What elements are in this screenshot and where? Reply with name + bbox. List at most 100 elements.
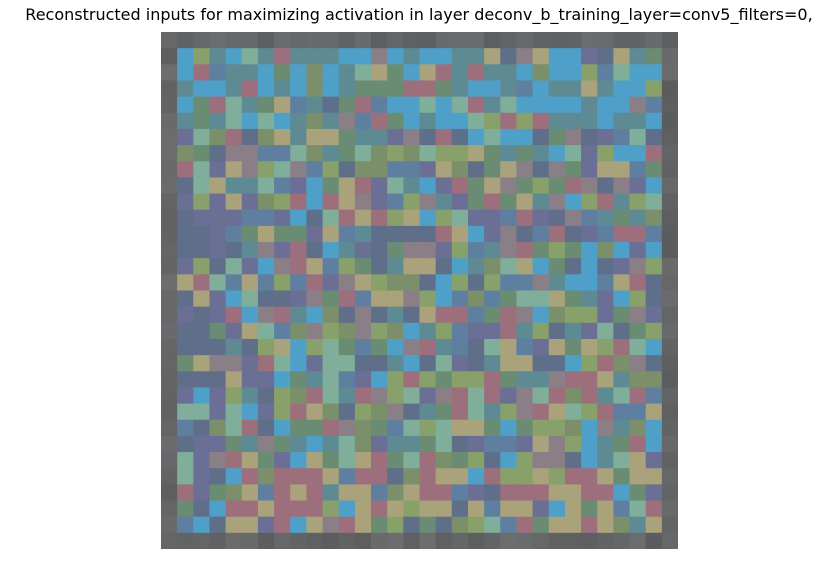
image-pixel xyxy=(354,177,372,195)
image-pixel xyxy=(500,387,517,405)
image-pixel xyxy=(516,532,534,549)
image-pixel xyxy=(645,532,663,549)
image-pixel xyxy=(500,355,517,372)
image-pixel xyxy=(613,500,631,518)
image-pixel xyxy=(177,371,194,388)
image-pixel xyxy=(322,242,340,259)
image-pixel xyxy=(241,322,259,340)
image-pixel xyxy=(564,32,582,49)
image-pixel xyxy=(451,290,469,308)
image-pixel xyxy=(629,306,647,324)
image-pixel xyxy=(193,532,210,549)
image-pixel xyxy=(193,306,210,324)
image-pixel xyxy=(257,225,275,243)
image-pixel xyxy=(257,258,275,275)
image-pixel xyxy=(177,419,194,437)
image-pixel xyxy=(225,290,243,308)
image-pixel xyxy=(257,80,275,98)
image-pixel xyxy=(371,484,388,502)
image-pixel xyxy=(241,242,259,259)
image-pixel xyxy=(177,274,194,291)
image-pixel xyxy=(532,371,550,388)
image-pixel xyxy=(581,452,598,469)
image-pixel xyxy=(193,242,210,259)
image-pixel xyxy=(387,419,404,437)
image-pixel xyxy=(322,371,340,388)
image-pixel xyxy=(645,242,663,259)
image-pixel xyxy=(661,484,678,502)
image-pixel xyxy=(274,355,291,372)
image-pixel xyxy=(419,64,437,81)
image-pixel xyxy=(467,516,485,534)
image-pixel xyxy=(177,145,194,162)
image-pixel xyxy=(241,225,259,243)
image-pixel xyxy=(193,338,210,356)
image-pixel xyxy=(629,322,647,340)
image-pixel xyxy=(290,306,307,324)
image-pixel xyxy=(161,419,178,437)
image-pixel xyxy=(338,338,356,356)
image-pixel xyxy=(419,403,437,421)
image-pixel xyxy=(387,290,404,308)
image-pixel xyxy=(241,274,259,291)
image-pixel xyxy=(354,435,372,453)
image-pixel xyxy=(257,306,275,324)
image-pixel xyxy=(290,468,307,485)
image-pixel xyxy=(290,274,307,291)
image-pixel xyxy=(274,500,291,518)
image-pixel xyxy=(581,193,598,211)
image-pixel xyxy=(548,258,566,275)
image-pixel xyxy=(581,225,598,243)
image-pixel xyxy=(403,322,420,340)
image-pixel xyxy=(371,322,388,340)
image-pixel xyxy=(338,161,356,178)
image-pixel xyxy=(274,96,291,114)
image-pixel xyxy=(564,225,582,243)
image-pixel xyxy=(435,161,453,178)
image-pixel xyxy=(484,468,501,485)
image-pixel xyxy=(451,532,469,549)
image-pixel xyxy=(516,355,534,372)
image-pixel xyxy=(161,128,178,146)
image-pixel xyxy=(467,306,485,324)
image-pixel xyxy=(371,177,388,195)
image-pixel xyxy=(564,48,582,65)
image-pixel xyxy=(564,468,582,485)
image-pixel xyxy=(532,290,550,308)
image-pixel xyxy=(338,258,356,275)
image-pixel xyxy=(177,96,194,114)
image-pixel xyxy=(597,387,614,405)
image-pixel xyxy=(532,193,550,211)
image-pixel xyxy=(387,161,404,178)
image-pixel xyxy=(451,274,469,291)
image-pixel xyxy=(338,242,356,259)
image-pixel xyxy=(306,468,324,485)
image-pixel xyxy=(371,274,388,291)
image-pixel xyxy=(161,258,178,275)
image-pixel xyxy=(403,112,420,130)
image-pixel xyxy=(161,452,178,469)
image-pixel xyxy=(371,242,388,259)
image-pixel xyxy=(225,452,243,469)
image-pixel xyxy=(225,32,243,49)
image-pixel xyxy=(403,225,420,243)
image-pixel xyxy=(403,484,420,502)
image-pixel xyxy=(177,193,194,211)
image-pixel xyxy=(661,209,678,227)
image-pixel xyxy=(403,290,420,308)
image-pixel xyxy=(435,322,453,340)
image-pixel xyxy=(581,355,598,372)
image-pixel xyxy=(532,96,550,114)
image-pixel xyxy=(257,435,275,453)
image-pixel xyxy=(451,145,469,162)
image-pixel xyxy=(354,161,372,178)
image-pixel xyxy=(564,258,582,275)
image-pixel xyxy=(371,128,388,146)
image-pixel xyxy=(613,371,631,388)
image-pixel xyxy=(597,355,614,372)
image-pixel xyxy=(484,355,501,372)
image-pixel xyxy=(661,387,678,405)
image-pixel xyxy=(532,48,550,65)
image-pixel xyxy=(177,355,194,372)
image-pixel xyxy=(564,387,582,405)
